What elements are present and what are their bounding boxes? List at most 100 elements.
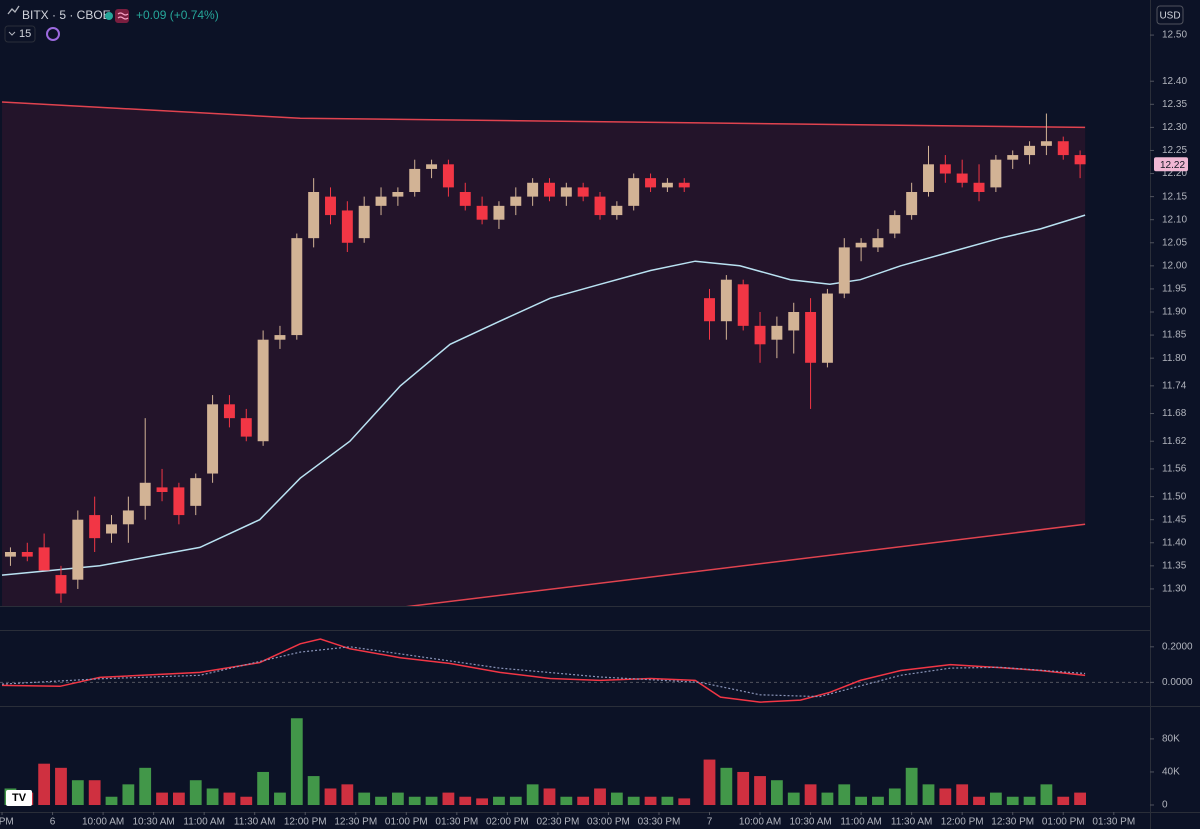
candle-body (325, 196, 336, 216)
volume-bar (905, 767, 918, 805)
candle-body (906, 192, 918, 216)
y-tick-label: 12.15 (1162, 191, 1187, 202)
volume-bar (644, 796, 657, 805)
volume-bar (787, 792, 800, 805)
y-tick-label: 12.30 (1162, 122, 1187, 133)
volume-bar (1074, 792, 1086, 805)
channel-fill (2, 102, 1086, 606)
volume-bar (290, 718, 303, 805)
candle-body (392, 192, 404, 197)
candle-body (661, 182, 673, 188)
volume-bar (922, 784, 935, 805)
candle-body (426, 164, 438, 169)
x-tick-label: 11:30 AM (234, 817, 276, 828)
volume-bar (821, 792, 834, 805)
y-tick-label: 12.05 (1162, 237, 1187, 248)
candle-body (855, 242, 867, 248)
x-tick-label: 02:30 PM (536, 817, 579, 828)
candle-body (872, 238, 884, 248)
x-tick-label: 12:00 PM (941, 817, 984, 828)
y-tick-label: 12.25 (1162, 145, 1187, 156)
candle-body (375, 196, 387, 206)
volume-bar (459, 796, 472, 805)
candle-body (4, 552, 16, 557)
y-tick-label: 11.35 (1162, 560, 1187, 571)
volume-bar (274, 792, 286, 805)
moving-average (1, 214, 1086, 576)
candle-body (678, 182, 690, 188)
volume-bar (206, 788, 219, 805)
candle-body (1007, 155, 1019, 160)
y-tick-label: 0.0000 (1162, 677, 1193, 688)
volume-bar (307, 776, 320, 805)
candle-body (889, 215, 901, 234)
y-tick-label: 0.2000 (1162, 641, 1193, 652)
candle-body (442, 164, 454, 188)
price-pane (1, 101, 1086, 606)
volume-bar (973, 796, 985, 805)
y-tick-label: 11.30 (1162, 584, 1187, 595)
x-tick-label: 12:00 PM (284, 817, 327, 828)
volume-bar (872, 796, 884, 805)
x-tick-label: 10:30 AM (789, 817, 831, 828)
volume-bar (71, 780, 84, 805)
volume-bar (38, 763, 51, 805)
x-tick-label: 02:00 PM (486, 817, 529, 828)
x-tick-label: 10:00 AM (739, 817, 781, 828)
x-tick-label: 01:00 PM (385, 817, 428, 828)
candle-body (838, 247, 850, 294)
volume-bar (703, 759, 716, 805)
volume-bar (493, 796, 505, 805)
volume-bar (476, 798, 488, 805)
candle-body (923, 164, 934, 192)
candle-body (754, 325, 766, 345)
candle-body (106, 524, 117, 534)
candle-body (594, 196, 606, 216)
indicator-icon[interactable] (46, 27, 60, 41)
interval[interactable]: 15 (19, 28, 31, 40)
x-tick-label: 03:30 PM (638, 817, 681, 828)
x-tick-label: 01:00 PM (1042, 817, 1085, 828)
volume-bar (391, 792, 404, 805)
volume-bar (989, 792, 1002, 805)
chart-icon (7, 5, 20, 15)
volume-bar (939, 788, 952, 805)
y-tick-label: 11.90 (1162, 307, 1187, 318)
tv-logo: TV (6, 790, 32, 806)
macd-line (1, 638, 1086, 703)
volume-bar (888, 788, 901, 805)
y-tick-label: 80K (1162, 734, 1180, 745)
volume-bar (223, 792, 236, 805)
y-tick-label: 11.95 (1162, 284, 1187, 295)
last-price-label: 12.22 (1160, 160, 1185, 171)
volume-bar (408, 796, 421, 805)
data-badge (115, 9, 129, 23)
currency-box[interactable] (1156, 5, 1184, 25)
candle-body (139, 482, 151, 506)
x-tick-label: 12:30 PM (334, 817, 377, 828)
candle-body (223, 404, 235, 419)
volume-bar (122, 784, 135, 805)
interval-box[interactable] (4, 25, 36, 43)
market-status (105, 12, 113, 20)
y-tick-label: 12.35 (1162, 99, 1187, 110)
candle-body (973, 182, 985, 192)
y-tick-label: 11.56 (1162, 464, 1187, 475)
volume-bar (770, 780, 783, 805)
candle-body (409, 168, 421, 192)
candle-body (341, 210, 353, 243)
y-tick-label: 11.45 (1162, 514, 1187, 525)
chevron (8, 31, 16, 36)
y-tick-label: 12.00 (1162, 260, 1187, 271)
candle-body (611, 205, 623, 216)
currency[interactable]: USD (1159, 11, 1180, 22)
candle-body (805, 312, 817, 363)
candle-body (560, 187, 572, 197)
volume-bar (324, 788, 337, 805)
x-tick-label: 10:00 AM (82, 817, 124, 828)
volume-bar (442, 792, 455, 805)
candle-body (956, 173, 968, 183)
volume-bar (543, 788, 556, 805)
